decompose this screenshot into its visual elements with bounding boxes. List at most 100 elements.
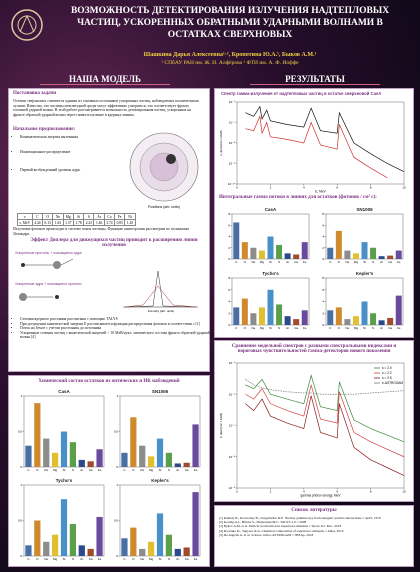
y-tick-label: 8: [228, 276, 230, 280]
bar: [258, 307, 265, 325]
chart: Tycho's 0 2 4 6 8 C O Ne Mg Si S Ar Ca Fe: [228, 271, 310, 330]
y-tick-label: 1: [20, 483, 22, 487]
legend-label: s = 2.2: [382, 371, 392, 375]
table-cell: 0.85: [114, 219, 126, 226]
x-axis-label: E, MeV: [315, 190, 326, 194]
chart: Tycho's 0 0.5 1 C O Ne Mg Si S Ar Ca Fe: [18, 478, 105, 561]
section-heading: РЕЗУЛЬТАТЫ: [250, 74, 380, 85]
chart-title: Tycho's: [56, 478, 73, 483]
x-tick-label: 6: [336, 490, 338, 494]
bar: [78, 459, 85, 467]
bar: [183, 547, 190, 556]
bar: [87, 461, 94, 467]
x-tick-label: O: [338, 326, 341, 330]
bar: [378, 320, 385, 325]
figure-caption: Positions (arb. units): [148, 205, 180, 209]
bar: [139, 445, 146, 467]
y-tick-label: 2: [228, 246, 230, 250]
bar: [327, 310, 334, 325]
bar: [301, 242, 308, 259]
bullet: Ионизационное распределение: [20, 150, 125, 155]
x-tick-label: C: [27, 468, 30, 472]
y-tick-label: 8: [228, 212, 230, 216]
comparison-panel: Сравнение модельной спектров с разными с…: [214, 340, 414, 502]
x-tick-label: 4: [303, 186, 305, 190]
y-tick-label: 0: [228, 257, 230, 261]
bar: [301, 310, 308, 325]
bar: [192, 492, 199, 556]
x-tick-label: Si: [63, 557, 66, 561]
x-tick-label: O: [36, 557, 39, 561]
bar: [387, 255, 394, 259]
y-tick-label: 0: [116, 554, 118, 558]
y-tick-label: 0: [322, 323, 324, 327]
diagram-label: Ускоренные протоны + покоящиеся ядра: [15, 251, 82, 255]
heading: Сравнение модельной спектров с разными с…: [231, 344, 397, 354]
x-tick-label: C: [123, 468, 126, 472]
bar: [121, 538, 128, 556]
bar: [96, 516, 103, 556]
y-axis-label: F, фот/(см² с МэВ): [219, 413, 223, 438]
bar: [361, 242, 368, 259]
x-tick-label: C: [329, 260, 332, 264]
y-axis-label: F, фот/(см² с МэВ): [219, 130, 223, 155]
x-tick-label: O: [132, 468, 135, 472]
x-tick-label: 10: [402, 186, 406, 190]
axis-label: Intensity (arb. units): [148, 309, 174, 313]
bar: [267, 289, 274, 325]
y-tick-label: 10⁻⁹: [229, 486, 236, 490]
bullet: Первый возбужденный уровень ядра:: [20, 168, 125, 173]
bar: [241, 298, 248, 325]
bar: [378, 256, 385, 259]
bar: [250, 313, 257, 325]
bar: [156, 513, 164, 556]
heading: Химический состав остатков из оптических…: [38, 379, 180, 384]
x-tick-label: O: [132, 557, 135, 561]
bar: [69, 524, 76, 556]
levels-table: ε C O Ne Mg Si S Ar Ca Fe Ni ε, MeV 4.44 6.13 1.63 1.3…: [17, 213, 136, 226]
x-tick-label: Ca: [388, 260, 392, 264]
composition-panel: Химический состав остатков из оптических…: [8, 375, 210, 567]
reference: [2] Koning A.J., Hilaire S., Duijvestijn…: [219, 520, 307, 525]
bullet: Кинематическая энергия вытекания: [20, 135, 125, 140]
bar: [52, 534, 59, 556]
bar: [387, 317, 394, 325]
x-tick-label: Ne: [140, 557, 144, 561]
x-tick-label: Si: [159, 557, 162, 561]
line: [245, 115, 388, 179]
paragraph: Излучение фотонов происходит в системе п…: [13, 227, 189, 236]
y-tick-label: 0: [116, 465, 118, 469]
y-tick-label: 0.5: [18, 430, 23, 434]
bar: [344, 319, 351, 325]
reference: [4] Docenko D., Sunyaev R.A. Chemical co…: [219, 528, 344, 533]
y-tick-label: 4: [228, 235, 230, 239]
heading: Интегральные гамма потоки в линиях для о…: [219, 195, 377, 200]
x-tick-label: Ar: [286, 326, 289, 330]
bar: [25, 545, 32, 556]
bar: [25, 445, 32, 467]
x-tick-label: S: [168, 468, 170, 472]
table-cell: 1.45: [124, 219, 136, 226]
x-tick-label: Ca: [89, 557, 93, 561]
bar: [352, 316, 359, 325]
x-tick-label: Si: [63, 468, 66, 472]
x-tick-label: Fe: [397, 260, 401, 264]
authors: Шашкина Дарья Алексеевна¹·², Кропотина Ю…: [143, 52, 317, 58]
x-tick-label: 8: [370, 490, 372, 494]
y-tick-label: 2: [322, 311, 324, 315]
x-tick-label: C: [123, 557, 126, 561]
x-tick-label: S: [72, 557, 74, 561]
bar: [139, 548, 146, 556]
x-tick-label: Ca: [185, 557, 189, 561]
references-panel: Список литературы [1] Ramaty R., Kozlovs…: [214, 505, 414, 567]
y-tick-label: 6: [322, 223, 324, 227]
x-tick-label: O: [338, 260, 341, 264]
y-tick-label: 0: [20, 465, 22, 469]
x-tick-label: Ca: [185, 468, 189, 472]
table-row: ε, MeV 4.44 6.13 1.63 1.37 1.78 2.23 1.46 3.74 0.…: [17, 219, 136, 226]
x-tick-label: Ne: [44, 557, 48, 561]
x-tick-label: 8: [370, 186, 372, 190]
doppler-diagram: Ускоренные протоны + покоящиеся ядра Уск…: [15, 251, 198, 313]
x-tick-label: S: [372, 260, 374, 264]
heading: Эффект Доплера для движущихся частиц при…: [30, 238, 198, 248]
